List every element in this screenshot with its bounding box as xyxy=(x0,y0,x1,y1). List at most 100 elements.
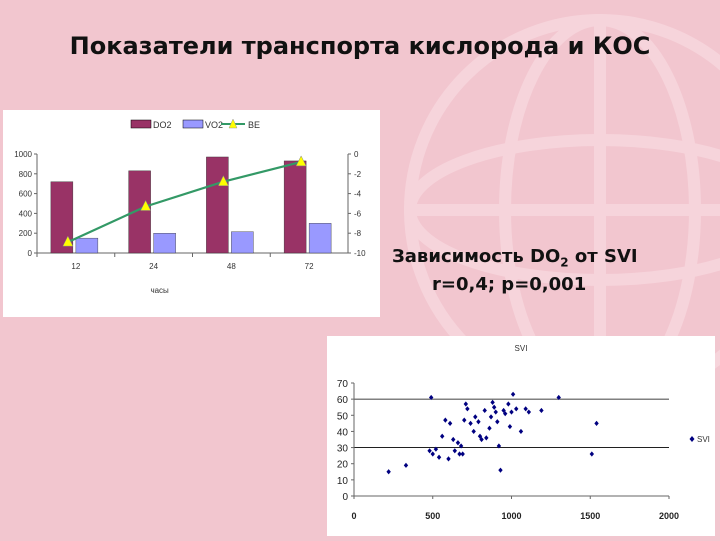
bar-DO2-72 xyxy=(283,160,307,254)
x-tick-label: 72 xyxy=(305,262,314,271)
legend-swatch-DO2 xyxy=(130,119,152,129)
point-SVI xyxy=(457,451,462,457)
x-tick-label: 1000 xyxy=(501,511,521,521)
scatter-chart-panel: SVI 70 60 50 40 30 20 10 0 0 500 1000 1500 2000 SVI xyxy=(327,336,715,536)
point-SVI xyxy=(460,451,465,457)
point-SVI xyxy=(491,404,497,410)
point-SVI xyxy=(495,419,500,425)
y-tick-label: 200 xyxy=(19,229,33,238)
point-SVI xyxy=(455,440,461,446)
point-SVI xyxy=(490,399,495,405)
caption-subscript: 2 xyxy=(560,255,569,270)
legend-label-SVI: SVI xyxy=(697,435,710,444)
x-tick-label: 24 xyxy=(149,262,158,271)
bar-VO2-72 xyxy=(308,223,332,254)
point-SVI xyxy=(488,414,494,420)
legend-label-DO2: DO2 xyxy=(153,120,172,130)
point-SVI xyxy=(471,428,476,435)
legend-marker-BE xyxy=(228,118,238,129)
y2-tick-label: -10 xyxy=(354,249,366,258)
slide-title: Показатели транспорта кислорода и КОС xyxy=(69,32,651,60)
point-SVI xyxy=(476,419,481,425)
point-SVI xyxy=(514,406,519,412)
point-SVI xyxy=(386,469,391,475)
y2-tick-label: -8 xyxy=(354,229,362,238)
y-tick-label: 0 xyxy=(28,249,33,258)
point-SVI xyxy=(484,435,489,441)
point-SVI xyxy=(498,467,503,473)
caption-line-2: r=0,4; p=0,001 xyxy=(432,274,587,295)
bar-VO2-12 xyxy=(75,237,99,254)
point-SVI xyxy=(507,423,513,430)
y2-tick-label: -4 xyxy=(354,190,362,199)
point-SVI xyxy=(493,409,498,415)
line-BE xyxy=(67,160,302,244)
point-SVI xyxy=(443,417,448,423)
y2-tick-label: -2 xyxy=(354,170,362,179)
point-SVI xyxy=(487,425,492,431)
point-SVI xyxy=(477,433,483,439)
point-SVI xyxy=(433,446,439,452)
x-tick-label: 1500 xyxy=(580,511,600,521)
point-SVI xyxy=(506,401,511,407)
point-SVI xyxy=(427,448,432,454)
point-BE-48 xyxy=(217,175,229,186)
point-SVI xyxy=(556,394,561,401)
point-SVI xyxy=(462,417,467,423)
caption-text-a: Зависимость DO xyxy=(392,246,561,267)
point-SVI xyxy=(440,433,445,439)
point-SVI xyxy=(473,414,478,420)
legend-label-BE: BE xyxy=(248,120,260,130)
bar-DO2-12 xyxy=(50,181,74,254)
legend-swatch-VO2 xyxy=(182,119,204,129)
point-SVI xyxy=(526,409,532,415)
y-tick-label: 20 xyxy=(337,460,349,471)
point-SVI xyxy=(463,401,469,407)
point-SVI xyxy=(539,407,544,414)
y2-tick-label: -6 xyxy=(354,209,362,218)
point-SVI xyxy=(518,428,524,435)
scatter-title: SVI xyxy=(515,344,528,353)
x-tick-label: 2000 xyxy=(659,511,679,521)
legend-label-VO2: VO2 xyxy=(205,120,223,130)
bar-VO2-24 xyxy=(153,232,176,254)
point-BE-24 xyxy=(140,199,152,211)
x-tick-label: 48 xyxy=(227,262,236,271)
point-SVI xyxy=(479,436,484,443)
y-tick-label: 0 xyxy=(342,492,348,503)
y-tick-label: 10 xyxy=(337,476,349,487)
point-SVI xyxy=(510,391,516,397)
y-tick-label: 60 xyxy=(337,395,349,406)
point-SVI xyxy=(468,420,473,426)
do2-vo2-be-chart: DO2 VO2 BE 1000 800 600 400 200 0 0 -2 -4 -6 -8 -10 12 2… xyxy=(14,118,366,295)
point-SVI xyxy=(451,436,456,443)
y-tick-label: 400 xyxy=(19,209,33,218)
y-tick-label: 800 xyxy=(19,170,33,179)
point-SVI xyxy=(465,406,470,412)
x-tick-label: 12 xyxy=(71,262,80,271)
point-SVI xyxy=(501,407,506,414)
point-SVI xyxy=(403,462,409,468)
point-SVI xyxy=(594,420,599,426)
y2-tick-label: 0 xyxy=(354,150,359,159)
x-tick-label: 0 xyxy=(351,511,356,521)
y-tick-label: 40 xyxy=(337,427,349,438)
x-tick-label: 500 xyxy=(425,511,440,521)
bar-chart-panel: DO2 VO2 BE 1000 800 600 400 200 0 0 -2 -4 -6 -8 -10 12 2… xyxy=(3,110,380,317)
point-BE-72 xyxy=(295,155,307,167)
caption-line-1: Зависимость DO2 от SVI xyxy=(392,246,638,270)
bar-DO2-48 xyxy=(206,156,229,254)
point-SVI xyxy=(523,406,528,412)
point-SVI xyxy=(428,394,434,401)
y-tick-label: 1000 xyxy=(14,150,32,159)
point-BE-12 xyxy=(62,235,74,247)
point-SVI xyxy=(503,411,508,417)
point-SVI xyxy=(436,454,442,460)
bar-DO2-24 xyxy=(128,170,151,254)
y-tick-label: 600 xyxy=(19,190,33,199)
point-SVI xyxy=(447,420,453,426)
point-SVI xyxy=(482,407,487,414)
y-tick-label: 70 xyxy=(337,379,349,390)
bar-VO2-48 xyxy=(231,231,254,254)
